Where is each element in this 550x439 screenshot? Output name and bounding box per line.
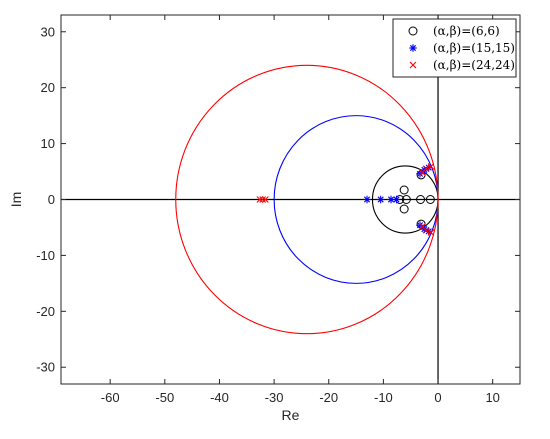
x-tick-label: -40 [210, 390, 229, 405]
point-2-1 [259, 196, 267, 203]
x-tick-label: -50 [155, 390, 174, 405]
point-0-3 [425, 195, 435, 204]
y-tick-label: 30 [41, 24, 55, 39]
point-0-1 [401, 195, 411, 204]
legend-marker-1 [409, 44, 417, 52]
legend-label-2: (α,β)=(24,24) [433, 58, 515, 72]
point-1-0 [363, 195, 371, 204]
series-2 [256, 163, 435, 236]
point-2-4 [422, 165, 430, 173]
x-tick-label: -30 [265, 390, 284, 405]
point-2-0 [256, 196, 264, 203]
circle-curve-2 [175, 64, 439, 335]
point-2-8 [427, 229, 435, 236]
point-0-5 [399, 204, 409, 214]
legend: (α,β)=(6,6) (α,β)=(15,15) (α,β)=(24,24) [392, 18, 517, 78]
point-0-2 [416, 195, 426, 204]
circle-curves [175, 64, 439, 335]
legend-label-1: (α,β)=(15,15) [433, 41, 515, 55]
x-tick-label: -20 [319, 390, 338, 405]
legend-marker-0 [408, 26, 418, 36]
y-tick-label: 20 [41, 80, 55, 95]
x-axis-label: Re [282, 407, 300, 423]
legend-marker-2 [409, 61, 417, 69]
point-1-2 [387, 195, 395, 204]
x-tick-label: 0 [434, 390, 441, 405]
y-axis-label: Im [8, 192, 24, 208]
point-1-1 [376, 195, 385, 204]
y-tick-label: 10 [41, 136, 55, 151]
data-markers [256, 163, 435, 236]
axis-ticks: -60 -50 -40 -30 -20 -10 0 10 -30 -20 -10 0 10 20 30 [36, 15, 520, 405]
y-tick-label: -30 [36, 360, 55, 375]
point-2-5 [427, 163, 435, 170]
point-2-2 [261, 196, 269, 203]
x-tick-label: 10 [485, 390, 499, 405]
x-tick-label: -10 [374, 390, 393, 405]
point-1-3 [392, 195, 401, 204]
legend-label-0: (α,β)=(6,6) [433, 24, 500, 38]
y-tick-label: -20 [36, 304, 55, 319]
y-tick-label: -10 [36, 248, 55, 263]
y-tick-label: 0 [48, 192, 55, 207]
point-0-4 [399, 185, 409, 195]
point-2-7 [422, 226, 430, 234]
x-tick-label: -60 [101, 390, 120, 405]
